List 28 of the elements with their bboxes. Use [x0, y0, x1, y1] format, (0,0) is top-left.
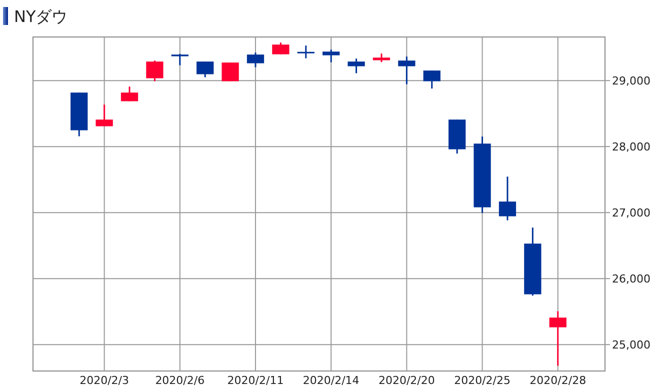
- x-tick-label: 2020/2/25: [454, 374, 510, 387]
- candlestick: [171, 53, 188, 66]
- candlestick: [120, 86, 138, 102]
- candlestick: [398, 56, 416, 86]
- y-tick-label: 26,000: [612, 272, 650, 286]
- x-tick-label: 2020/2/6: [155, 374, 205, 387]
- candlestick: [423, 70, 440, 90]
- candlestick: [498, 176, 516, 222]
- candlestick: [272, 42, 290, 56]
- candlestick: [549, 310, 566, 366]
- x-tick-label: 2020/2/14: [302, 374, 360, 387]
- x-tick-label: 2020/2/20: [378, 374, 435, 387]
- y-tick-label: 28,000: [612, 140, 650, 154]
- chart-title: NYダウ: [14, 7, 68, 26]
- y-tick-label: 25,000: [612, 338, 650, 352]
- y-tick-label: 27,000: [612, 206, 650, 220]
- candlestick: [96, 104, 113, 127]
- candlestick: [348, 58, 365, 74]
- candlestick: [222, 62, 239, 82]
- candlestick: [322, 48, 340, 64]
- candlestick: [297, 44, 314, 60]
- candlestick: [246, 52, 264, 68]
- x-tick-label: 2020/2/28: [530, 374, 586, 387]
- y-tick-label: 29,000: [612, 74, 650, 88]
- x-tick-label: 2020/2/3: [80, 374, 130, 387]
- candlestick: [196, 60, 214, 78]
- candlestick: [146, 60, 164, 82]
- x-tick-label: 2020/2/11: [227, 374, 284, 387]
